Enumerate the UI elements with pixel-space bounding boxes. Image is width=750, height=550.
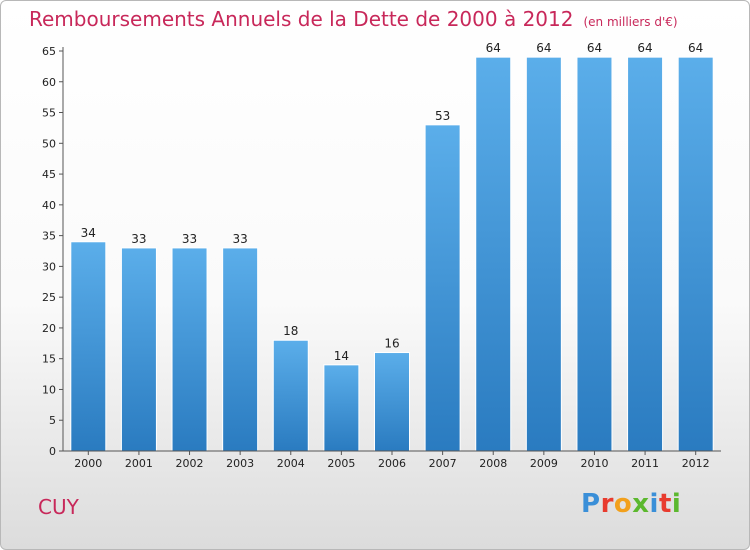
chart-title-text: Remboursements Annuels de la Dette de 20…: [29, 7, 574, 31]
y-tick-label-50: 50: [42, 137, 56, 150]
y-tick-label-55: 55: [42, 107, 56, 120]
x-tick-label-2001: 2001: [125, 457, 153, 470]
y-tick-label-5: 5: [49, 414, 56, 427]
bar-2011: [627, 56, 664, 452]
x-tick-label-2009: 2009: [530, 457, 558, 470]
x-tick-label-2005: 2005: [327, 457, 355, 470]
chart-title: Remboursements Annuels de la Dette de 20…: [29, 7, 678, 31]
bar-2002: [171, 247, 208, 452]
x-tick-label-2012: 2012: [682, 457, 710, 470]
bar-2010: [576, 56, 613, 452]
proxiti-logo: Proxiti: [581, 489, 681, 519]
bar-2005: [323, 364, 360, 452]
logo-letter: i: [671, 489, 682, 519]
data-label-2011: 64: [637, 41, 652, 55]
bar-2009: [525, 56, 562, 452]
x-tick-label-2003: 2003: [226, 457, 254, 470]
data-label-2004: 18: [283, 324, 298, 338]
bar-2000: [70, 241, 107, 452]
logo-letter: t: [658, 489, 672, 519]
commune-name: CUY: [38, 495, 79, 519]
logo-letter: r: [600, 489, 614, 519]
x-tick-label-2010: 2010: [580, 457, 608, 470]
data-label-2012: 64: [688, 41, 703, 55]
bar-2004: [272, 339, 309, 452]
y-tick-label-25: 25: [42, 291, 56, 304]
bar-2007: [424, 124, 461, 452]
y-tick-label-40: 40: [42, 199, 56, 212]
y-tick-label-20: 20: [42, 322, 56, 335]
x-tick-label-2002: 2002: [176, 457, 204, 470]
data-label-2005: 14: [334, 349, 349, 363]
logo-letter: x: [632, 489, 650, 519]
y-tick-label-15: 15: [42, 353, 56, 366]
data-label-2002: 33: [182, 232, 197, 246]
x-tick-label-2007: 2007: [429, 457, 457, 470]
x-tick-label-2008: 2008: [479, 457, 507, 470]
x-tick-label-2006: 2006: [378, 457, 406, 470]
logo-letter: i: [649, 489, 659, 519]
bar-2012: [677, 56, 714, 452]
y-tick-label-35: 35: [42, 230, 56, 243]
y-tick-label-0: 0: [49, 445, 56, 458]
y-tick-label-10: 10: [42, 383, 56, 396]
data-label-2007: 53: [435, 109, 450, 123]
y-tick-label-30: 30: [42, 260, 56, 273]
data-label-2003: 33: [233, 232, 248, 246]
logo-letter: o: [613, 489, 633, 519]
bar-2006: [374, 352, 410, 452]
x-tick-label-2004: 2004: [277, 457, 305, 470]
y-tick-label-45: 45: [42, 168, 56, 181]
x-tick-label-2000: 2000: [74, 457, 102, 470]
x-tick-label-2011: 2011: [631, 457, 659, 470]
data-label-2008: 64: [486, 41, 501, 55]
data-label-2001: 33: [131, 232, 146, 246]
data-label-2006: 16: [384, 337, 399, 351]
bar-2008: [475, 56, 512, 452]
bar-2003: [222, 247, 259, 452]
chart-unit: (en milliers d'€): [583, 15, 678, 29]
data-label-2010: 64: [587, 41, 602, 55]
data-label-2000: 34: [81, 226, 96, 240]
data-label-2009: 64: [536, 41, 551, 55]
y-tick-label-60: 60: [42, 76, 56, 89]
bar-2001: [120, 247, 157, 452]
y-tick-label-65: 65: [42, 45, 56, 58]
logo-letter: P: [581, 489, 601, 519]
